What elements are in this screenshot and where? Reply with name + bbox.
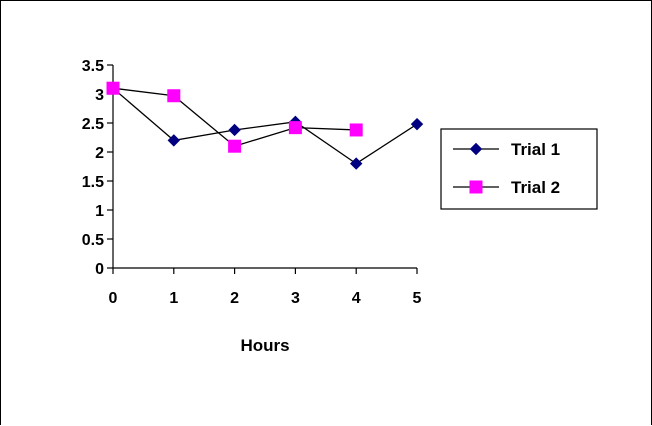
x-tick-label: 5 <box>413 290 422 307</box>
data-point <box>228 123 241 137</box>
data-point <box>349 157 363 170</box>
legend: Trial 1 Trial 2 <box>440 128 598 210</box>
data-point <box>106 81 120 95</box>
y-tick-label: 3 <box>95 87 104 104</box>
y-tick-label: 2 <box>95 145 104 162</box>
y-tick-label: 1.5 <box>82 174 104 191</box>
data-point <box>228 139 242 153</box>
tick-labels: 0 0.5 1 1.5 2 2.5 3 3.5 0 1 2 3 4 5 <box>82 58 422 307</box>
legend-label: Trial 1 <box>511 140 560 159</box>
data-point <box>288 121 302 135</box>
x-tick-label: 4 <box>352 290 361 307</box>
series-markers <box>106 81 424 170</box>
series-lines <box>112 87 418 165</box>
data-point <box>167 89 181 103</box>
y-tick-label: 1 <box>95 203 104 220</box>
legend-box <box>440 128 598 210</box>
legend-marker <box>469 180 483 194</box>
data-point <box>167 134 181 147</box>
x-axis-title: Hours <box>240 336 289 355</box>
data-point <box>410 117 424 131</box>
x-tick-label: 0 <box>109 290 118 307</box>
legend-label: Trial 2 <box>511 178 560 197</box>
series-line <box>112 87 357 147</box>
data-point <box>349 123 363 137</box>
series-line <box>112 87 418 165</box>
legend-marker <box>469 142 483 156</box>
x-tick-label: 3 <box>291 290 300 307</box>
x-tick-label: 2 <box>230 290 239 307</box>
y-tick-label: 0.5 <box>82 232 104 249</box>
y-tick-label: 2.5 <box>82 116 104 133</box>
x-tick-label: 1 <box>169 290 178 307</box>
y-tick-label: 0 <box>95 261 104 278</box>
y-tick-label: 3.5 <box>82 58 104 75</box>
axes <box>107 64 418 274</box>
